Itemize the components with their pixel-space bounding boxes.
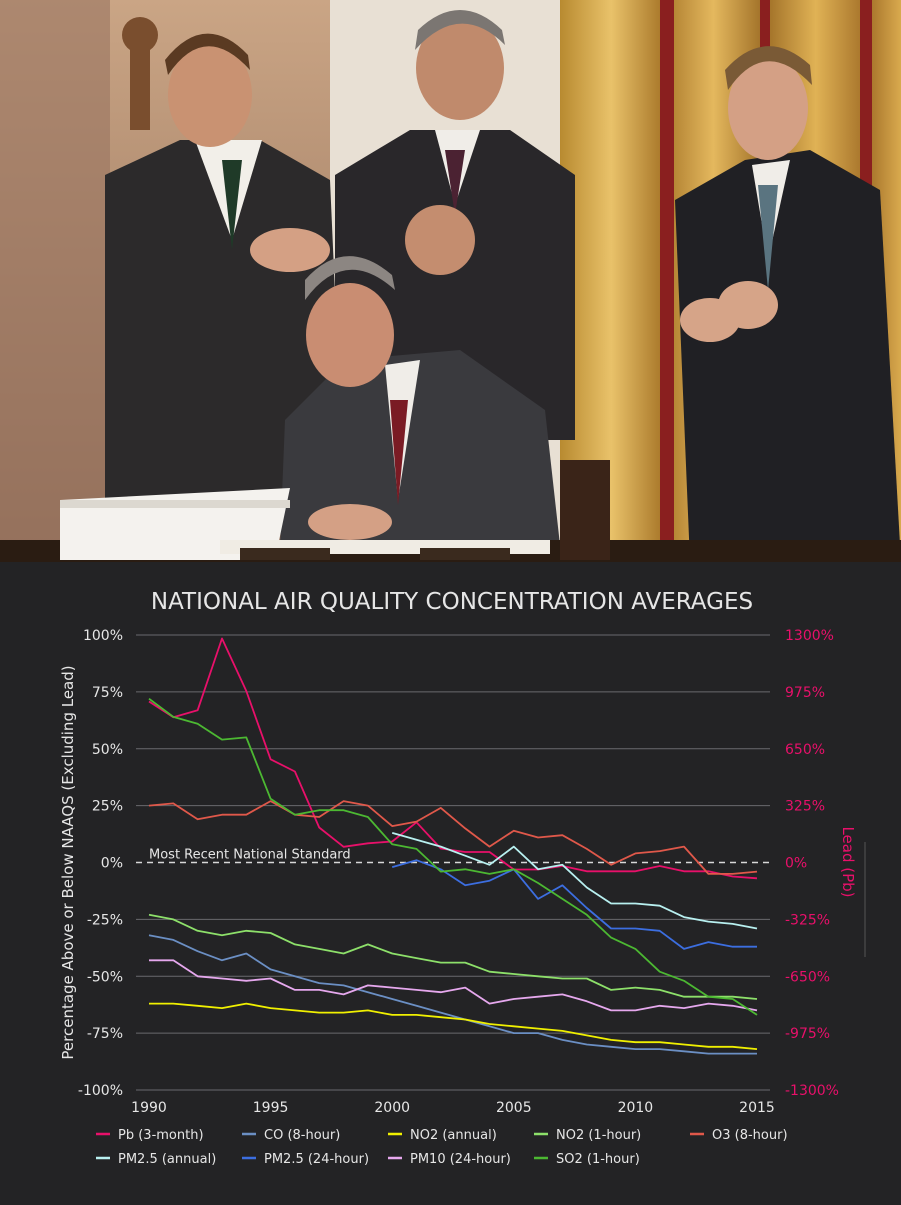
series-line-pm2-5-24-hour xyxy=(391,859,757,950)
y-axis-left: 100% 75% 50% 25% 0% -25% -50% -75% -100% xyxy=(78,628,123,1099)
y-right-tick-label: 1300% xyxy=(785,628,834,644)
y-left-tick-label: -100% xyxy=(78,1083,123,1099)
legend-item: PM10 (24-hour) xyxy=(388,1152,511,1167)
reference-line-label: Most Recent National Standard xyxy=(149,848,351,863)
photo-illustration xyxy=(0,0,901,562)
legend-item: PM2.5 (24-hour) xyxy=(242,1152,369,1167)
x-tick-label: 2005 xyxy=(496,1100,532,1116)
y-right-tick-label: 975% xyxy=(785,685,825,701)
person-seated-signing xyxy=(280,256,560,545)
y-right-tick-label: 650% xyxy=(785,742,825,758)
legend-label: NO2 (annual) xyxy=(410,1128,497,1143)
y-axis-right-label: Lead (Pb) xyxy=(839,826,857,897)
legend-label: PM2.5 (annual) xyxy=(118,1152,216,1167)
y-left-tick-label: -25% xyxy=(87,912,123,928)
legend-item: Pb (3-month) xyxy=(96,1128,204,1143)
legend-label: NO2 (1-hour) xyxy=(556,1128,641,1143)
series-line-no2-annual xyxy=(149,1002,758,1050)
legend-item: NO2 (annual) xyxy=(388,1128,497,1143)
legend-label: SO2 (1-hour) xyxy=(556,1152,640,1167)
legend-item: CO (8-hour) xyxy=(242,1128,340,1143)
series-line-co-8-hour xyxy=(148,934,757,1055)
legend: Pb (3-month) CO (8-hour) NO2 (annual) NO2 (… xyxy=(96,1128,788,1167)
chart-title: NATIONAL AIR QUALITY CONCENTRATION AVERA… xyxy=(151,589,753,615)
y-axis-left-label: Percentage Above or Below NAAQS (Excludi… xyxy=(59,665,77,1059)
y-right-tick-label: 0% xyxy=(785,856,807,872)
series-lines xyxy=(148,637,758,1055)
grid-lines xyxy=(136,634,770,1091)
y-axis-right: 1300% 975% 650% 325% 0% -325% -650% -975% -1300% xyxy=(785,628,866,1099)
y-left-tick-label: 100% xyxy=(83,628,123,644)
chair xyxy=(560,460,610,560)
series-line-no2-1-hour xyxy=(148,913,758,1000)
y-right-tick-label: -1300% xyxy=(785,1083,839,1099)
legend-item: NO2 (1-hour) xyxy=(534,1128,641,1143)
y-right-tick-label: 325% xyxy=(785,799,825,815)
legend-item: SO2 (1-hour) xyxy=(534,1152,640,1167)
y-left-tick-label: 75% xyxy=(92,685,123,701)
y-left-tick-label: 0% xyxy=(101,856,123,872)
chandelier-sconce xyxy=(122,17,158,130)
y-left-tick-label: -50% xyxy=(87,969,123,985)
chart-panel: NATIONAL AIR QUALITY CONCENTRATION AVERA… xyxy=(0,562,901,1200)
series-line-pm10-24-hour xyxy=(149,959,758,1012)
legend-label: Pb (3-month) xyxy=(118,1128,204,1143)
x-tick-label: 1990 xyxy=(131,1100,167,1116)
x-axis: 1990 1995 2000 2005 2010 2015 xyxy=(131,1100,775,1116)
x-tick-label: 2000 xyxy=(374,1100,410,1116)
legend-label: PM10 (24-hour) xyxy=(410,1152,511,1167)
x-tick-label: 2010 xyxy=(618,1100,654,1116)
desk-and-papers xyxy=(0,488,901,562)
x-tick-label: 2015 xyxy=(739,1100,775,1116)
series-line-o3-8-hour xyxy=(148,800,758,875)
legend-label: CO (8-hour) xyxy=(264,1128,340,1143)
y-right-tick-label: -650% xyxy=(785,969,830,985)
y-left-tick-label: 25% xyxy=(92,799,123,815)
series-line-pb-3-month xyxy=(148,637,758,880)
y-left-tick-label: 50% xyxy=(92,742,123,758)
legend-label: O3 (8-hour) xyxy=(712,1128,788,1143)
y-right-tick-label: -975% xyxy=(785,1026,830,1042)
legend-label: PM2.5 (24-hour) xyxy=(264,1152,369,1167)
series-line-pm2-5-annual xyxy=(391,832,758,930)
air-quality-chart: NATIONAL AIR QUALITY CONCENTRATION AVERA… xyxy=(59,589,866,1167)
person-right xyxy=(675,46,901,562)
legend-item: PM2.5 (annual) xyxy=(96,1152,216,1167)
legend-item: O3 (8-hour) xyxy=(690,1128,788,1143)
series-line-so2-1-hour xyxy=(148,697,758,1016)
photo-bill-signing xyxy=(0,0,901,562)
y-left-tick-label: -75% xyxy=(87,1026,123,1042)
y-right-tick-label: -325% xyxy=(785,912,830,928)
x-tick-label: 1995 xyxy=(253,1100,289,1116)
